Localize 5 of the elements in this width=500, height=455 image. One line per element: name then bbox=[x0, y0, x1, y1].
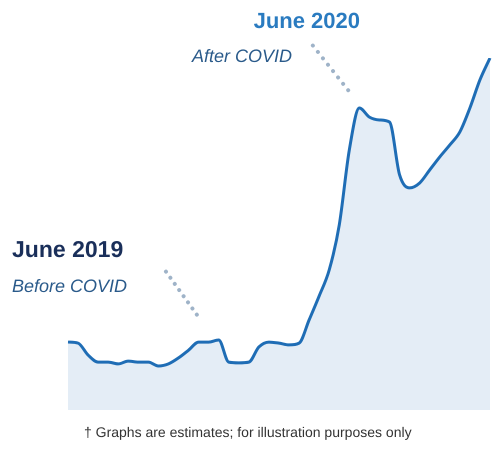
annotation: June 2019 bbox=[12, 236, 124, 263]
annotation: After COVID bbox=[192, 46, 292, 67]
text: June 2020 bbox=[254, 8, 360, 34]
annotation: Before COVID bbox=[12, 276, 128, 297]
text: † Graphs are estimates; for illustration purposes only bbox=[84, 424, 412, 440]
